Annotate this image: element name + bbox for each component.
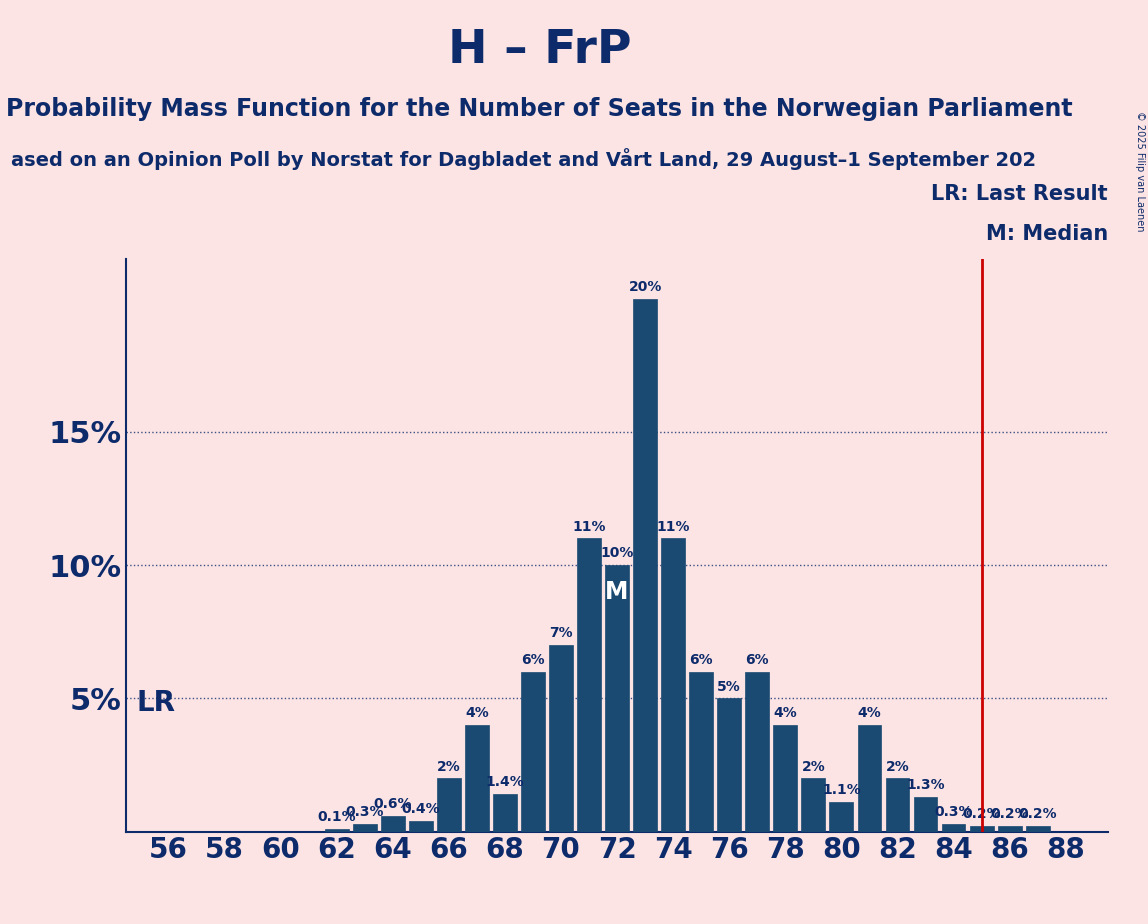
Text: 4%: 4% xyxy=(774,706,797,720)
Bar xyxy=(885,778,909,832)
Text: Probability Mass Function for the Number of Seats in the Norwegian Parliament: Probability Mass Function for the Number… xyxy=(6,97,1073,121)
Bar xyxy=(689,672,713,832)
Text: 6%: 6% xyxy=(521,653,545,667)
Bar xyxy=(661,539,685,832)
Bar xyxy=(577,539,600,832)
Bar xyxy=(437,778,460,832)
Text: 0.2%: 0.2% xyxy=(991,808,1029,821)
Text: 2%: 2% xyxy=(885,760,909,773)
Bar xyxy=(352,823,377,832)
Text: 6%: 6% xyxy=(689,653,713,667)
Bar xyxy=(325,829,349,832)
Text: 20%: 20% xyxy=(628,280,661,294)
Text: 0.3%: 0.3% xyxy=(934,805,972,819)
Bar xyxy=(914,797,938,832)
Bar xyxy=(409,821,433,832)
Text: 0.2%: 0.2% xyxy=(962,808,1001,821)
Text: 1.3%: 1.3% xyxy=(906,778,945,792)
Bar xyxy=(774,725,797,832)
Bar xyxy=(830,802,853,832)
Bar xyxy=(1026,826,1049,832)
Text: H – FrP: H – FrP xyxy=(448,28,631,73)
Text: 10%: 10% xyxy=(600,546,634,560)
Text: 0.6%: 0.6% xyxy=(373,796,412,811)
Bar xyxy=(634,298,657,832)
Text: 11%: 11% xyxy=(657,519,690,534)
Bar xyxy=(745,672,769,832)
Bar xyxy=(605,565,629,832)
Text: 0.2%: 0.2% xyxy=(1018,808,1057,821)
Bar xyxy=(381,816,404,832)
Bar xyxy=(521,672,545,832)
Text: 7%: 7% xyxy=(549,626,573,640)
Bar xyxy=(801,778,825,832)
Text: 0.4%: 0.4% xyxy=(402,802,440,816)
Text: 6%: 6% xyxy=(745,653,769,667)
Text: © 2025 Filip van Laenen: © 2025 Filip van Laenen xyxy=(1135,111,1145,231)
Bar xyxy=(465,725,489,832)
Bar xyxy=(941,823,965,832)
Bar xyxy=(998,826,1022,832)
Text: 0.1%: 0.1% xyxy=(317,810,356,824)
Text: M: Median: M: Median xyxy=(986,225,1108,244)
Text: LR: LR xyxy=(137,689,176,717)
Text: 1.4%: 1.4% xyxy=(486,775,525,789)
Text: M: M xyxy=(605,579,629,603)
Text: 4%: 4% xyxy=(465,706,489,720)
Bar xyxy=(492,795,517,832)
Text: 5%: 5% xyxy=(718,679,742,694)
Bar xyxy=(970,826,993,832)
Text: 11%: 11% xyxy=(572,519,606,534)
Text: 2%: 2% xyxy=(437,760,460,773)
Text: 2%: 2% xyxy=(801,760,825,773)
Text: LR: Last Result: LR: Last Result xyxy=(931,184,1108,204)
Text: 1.1%: 1.1% xyxy=(822,784,861,797)
Bar xyxy=(858,725,882,832)
Text: ased on an Opinion Poll by Norstat for Dagbladet and Vårt Land, 29 August–1 Sept: ased on an Opinion Poll by Norstat for D… xyxy=(11,148,1037,170)
Text: 0.3%: 0.3% xyxy=(346,805,383,819)
Bar xyxy=(718,699,742,832)
Text: 4%: 4% xyxy=(858,706,882,720)
Bar xyxy=(549,645,573,832)
